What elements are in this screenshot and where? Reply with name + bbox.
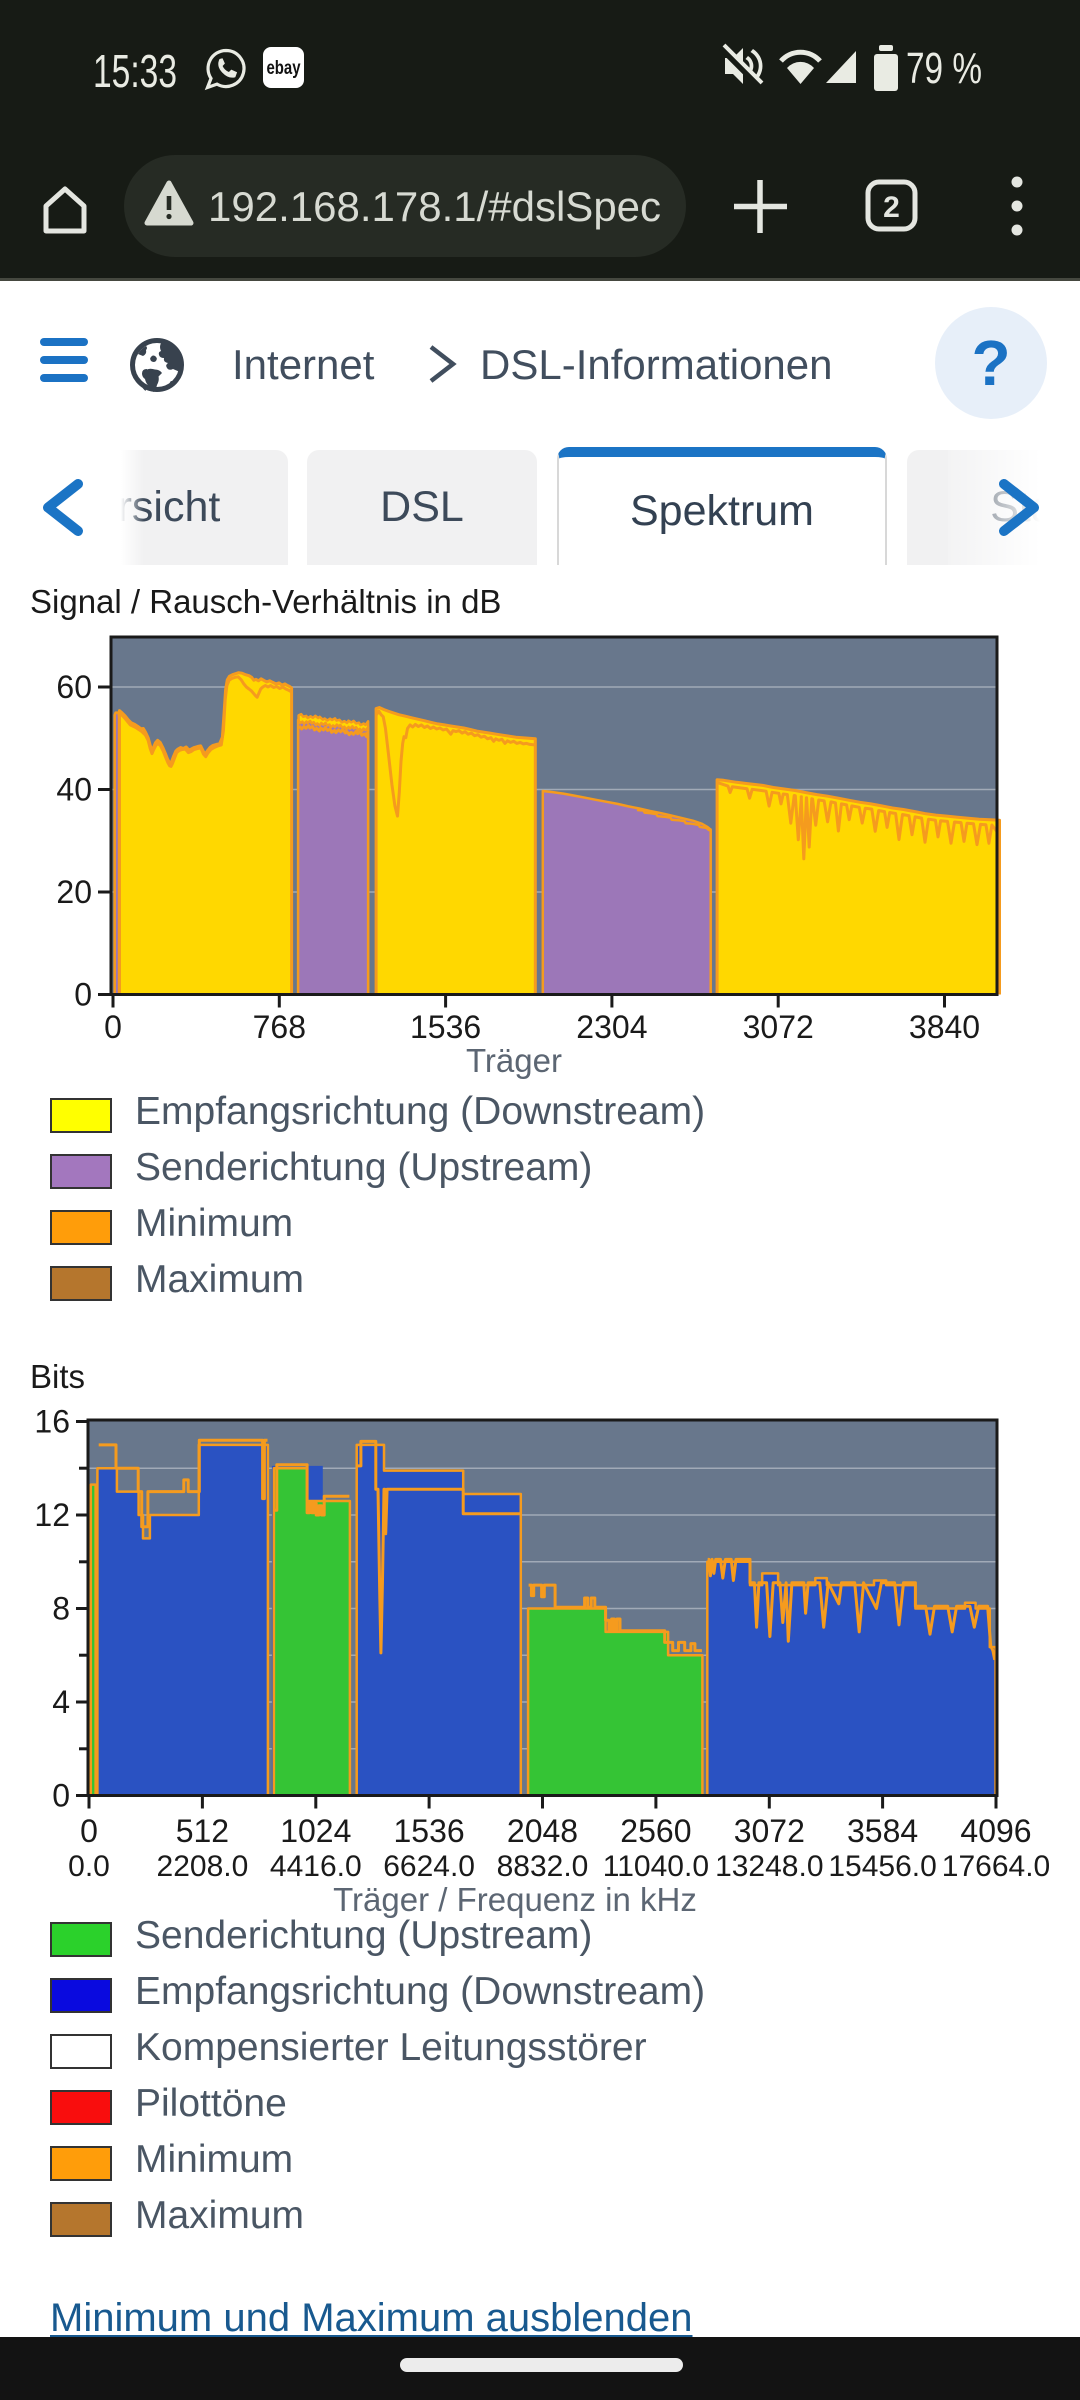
svg-text:79 %: 79 %: [906, 44, 982, 93]
svg-text:768: 768: [253, 1009, 306, 1045]
svg-text:192.168.178.1/#dslSpec: 192.168.178.1/#dslSpec: [208, 183, 661, 230]
svg-text:1024: 1024: [280, 1813, 351, 1849]
svg-text:3584: 3584: [847, 1813, 918, 1849]
svg-text:Träger: Träger: [466, 1042, 562, 1079]
svg-text:0: 0: [74, 977, 92, 1013]
svg-text:3072: 3072: [743, 1009, 814, 1045]
svg-text:DSL-Informationen: DSL-Informationen: [480, 341, 833, 388]
svg-text:15:33: 15:33: [93, 45, 177, 97]
svg-text:15456.0: 15456.0: [828, 1850, 936, 1883]
svg-text:3072: 3072: [734, 1813, 805, 1849]
svg-text:4: 4: [52, 1684, 70, 1720]
svg-text:17664.0: 17664.0: [942, 1850, 1050, 1883]
svg-text:0: 0: [80, 1813, 98, 1849]
svg-text:4096: 4096: [960, 1813, 1031, 1849]
svg-text:8832.0: 8832.0: [497, 1850, 589, 1883]
svg-text:Internet: Internet: [232, 341, 375, 388]
svg-text:13248.0: 13248.0: [715, 1850, 823, 1883]
svg-text:512: 512: [176, 1813, 229, 1849]
svg-text:2048: 2048: [507, 1813, 578, 1849]
svg-text:2: 2: [883, 191, 900, 224]
svg-text:40: 40: [56, 772, 92, 808]
svg-text:0.0: 0.0: [68, 1850, 110, 1883]
svg-text:3840: 3840: [909, 1009, 980, 1045]
svg-text:1536: 1536: [394, 1813, 465, 1849]
svg-text:?: ?: [971, 327, 1010, 399]
svg-text:0: 0: [104, 1009, 122, 1045]
svg-text:2208.0: 2208.0: [157, 1850, 249, 1883]
svg-text:12: 12: [34, 1497, 70, 1533]
svg-text:2560: 2560: [620, 1813, 691, 1849]
svg-text:ebay: ebay: [267, 58, 301, 79]
svg-text:6624.0: 6624.0: [383, 1850, 475, 1883]
svg-text:11040.0: 11040.0: [603, 1850, 709, 1883]
svg-text:60: 60: [56, 669, 92, 705]
svg-text:8: 8: [52, 1591, 70, 1627]
svg-text:1536: 1536: [410, 1009, 481, 1045]
svg-text:20: 20: [56, 874, 92, 910]
svg-text:16: 16: [34, 1404, 70, 1440]
svg-text:4416.0: 4416.0: [270, 1850, 362, 1883]
svg-text:Träger / Frequenz in kHz: Träger / Frequenz in kHz: [333, 1881, 697, 1918]
svg-text:0: 0: [52, 1778, 70, 1814]
svg-text:2304: 2304: [576, 1009, 647, 1045]
